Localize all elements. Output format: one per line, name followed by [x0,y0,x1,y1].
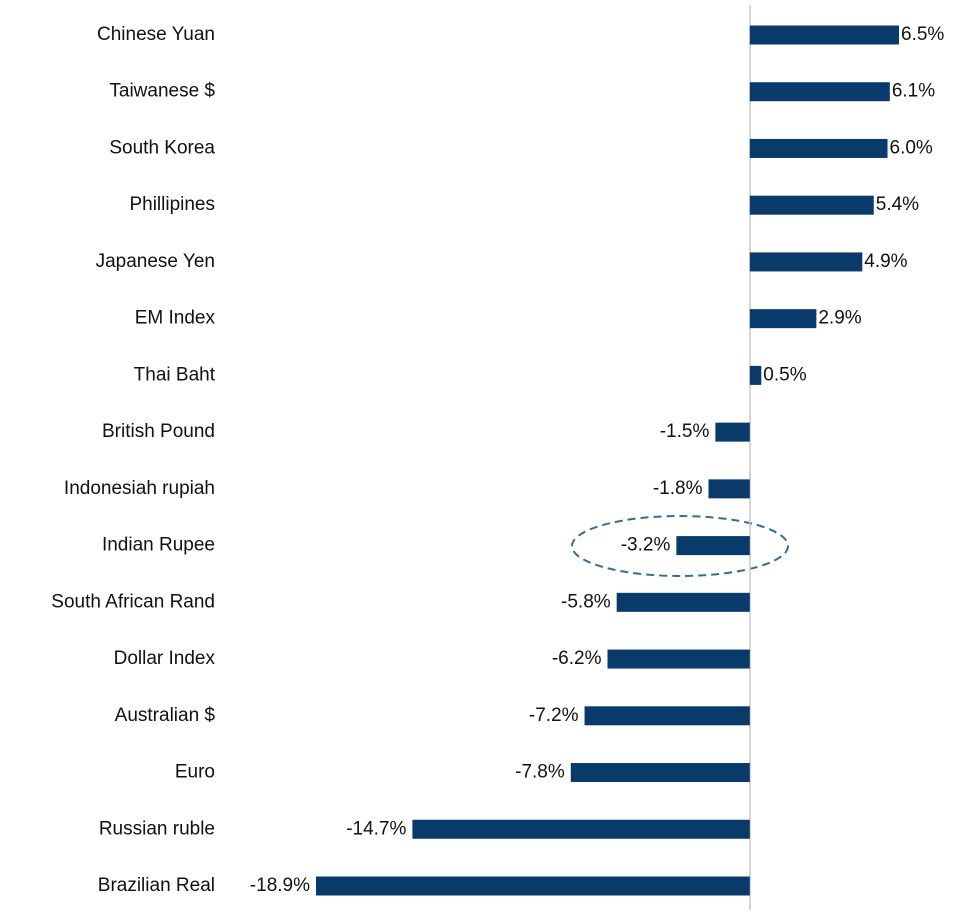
bar [708,479,750,499]
bar [749,252,863,272]
category-label: Phillipines [129,194,215,215]
data-label: -5.8% [561,591,611,612]
category-label: Australian $ [115,705,216,726]
data-label: -7.2% [529,705,579,726]
bar [749,365,762,385]
bar [749,309,817,329]
category-label: Indian Rupee [102,535,215,556]
bar [616,592,750,612]
data-label: -3.2% [621,535,671,556]
category-label: Dollar Index [114,648,216,669]
category-label: Thai Baht [134,364,216,385]
category-label: Euro [175,762,215,783]
bar [412,819,750,839]
data-label: 6.1% [892,81,935,102]
category-label: British Pound [102,421,215,442]
bar [584,706,750,726]
data-label: -18.9% [250,875,310,896]
category-label: South Korea [109,137,215,158]
data-label: -1.5% [660,421,710,442]
category-label: Indonesiah rupiah [64,478,215,499]
data-label: 2.9% [818,308,861,329]
category-label: Brazilian Real [98,875,215,896]
data-label: -1.8% [653,478,703,499]
bar [715,422,750,442]
bar [607,649,750,669]
bar [749,82,890,102]
data-label: 6.0% [890,137,933,158]
data-label: -7.8% [515,762,565,783]
highlight-ellipse [571,515,789,577]
data-label: -6.2% [552,648,602,669]
bar [570,763,750,783]
bar [316,876,750,896]
data-label: 0.5% [763,364,806,385]
data-label: -14.7% [346,818,406,839]
data-label: 4.9% [864,251,907,272]
category-label: South African Rand [51,591,215,612]
bar [749,195,874,215]
bar [676,536,750,556]
category-label: Russian ruble [99,818,215,839]
bar [749,138,888,158]
data-label: 6.5% [901,24,944,45]
data-label: 5.4% [876,194,919,215]
category-label: EM Index [135,308,216,329]
category-label: Chinese Yuan [97,24,215,45]
category-label: Taiwanese $ [109,81,215,102]
category-label: Japanese Yen [96,251,215,272]
bar [749,25,899,45]
